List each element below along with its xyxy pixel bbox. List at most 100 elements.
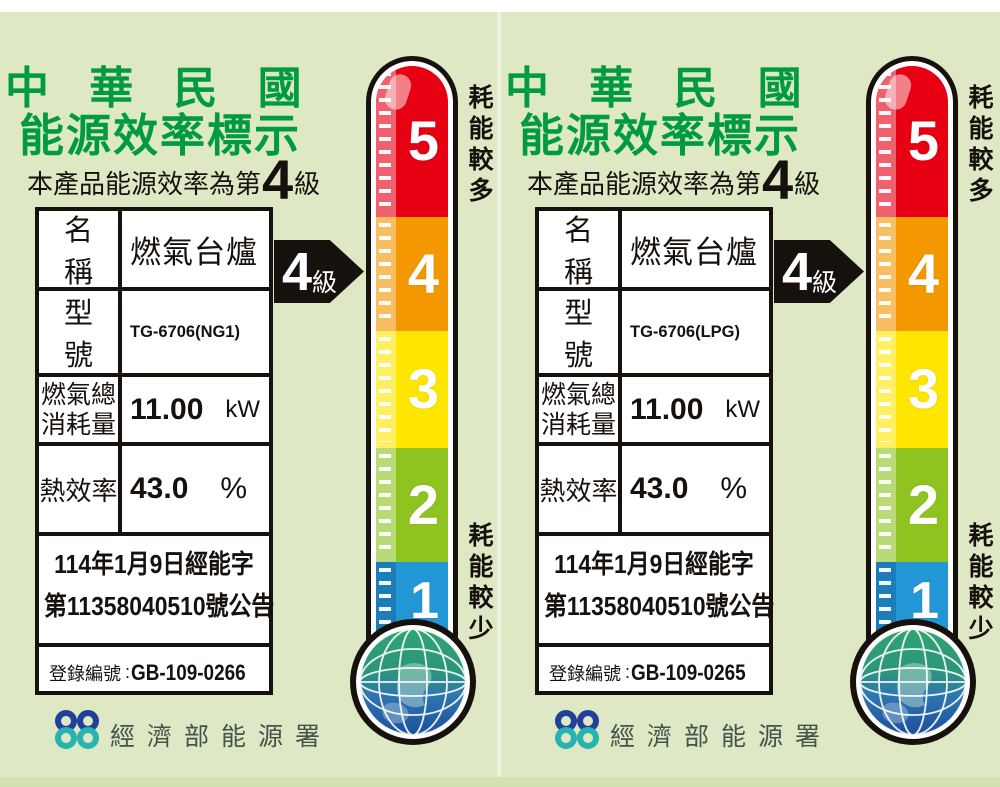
subtitle-level-number: 4 <box>262 148 294 212</box>
thermometer-section-3: 3 <box>376 330 448 448</box>
level-arrow: 4 級 <box>774 240 864 303</box>
subtitle-suffix: 級 <box>294 169 321 199</box>
registration-colon: : <box>125 662 131 682</box>
efficiency-label: 熱效率 <box>39 446 122 532</box>
consumption-label: 燃氣總 消耗量 <box>39 377 122 442</box>
announcement-line2: 第11358040510號公告 <box>44 591 275 621</box>
level-number-5: 5 <box>407 109 439 173</box>
agency-logo-icon <box>555 710 599 749</box>
table-row-model: 型 號 TG-6706(NG1) <box>39 287 269 373</box>
table-row-consumption: 燃氣總 消耗量 11.00 kW <box>39 373 269 442</box>
announcement-line2: 第11358040510號公告 <box>544 591 775 621</box>
name-value: 燃氣台爐 <box>630 234 758 270</box>
bottom-strip <box>0 777 1000 787</box>
subtitle-suffix: 級 <box>794 169 821 199</box>
thermometer-section-4: 4 <box>376 216 448 331</box>
arrow-level-suffix: 級 <box>312 268 338 297</box>
subtitle-level-number: 4 <box>762 148 794 212</box>
level-number-4: 4 <box>907 241 939 305</box>
level-number-2: 2 <box>907 472 939 536</box>
registration-label: 登錄編號 <box>49 663 121 684</box>
announcement-box: 114年1月9日經能字 第11358040510號公告 <box>539 532 775 640</box>
panel-divider <box>497 12 501 779</box>
label-title-line2: 能源效率標示 <box>518 110 801 161</box>
double-divider <box>539 643 769 647</box>
agency-logo-icon <box>55 710 99 749</box>
agency-name: 經濟部能源署 <box>110 723 333 751</box>
registration-row: 登錄編號 : GB-109-0266 <box>39 647 269 698</box>
thermometer-tube: 5 4 3 2 1 <box>366 56 458 645</box>
less-energy-label: 耗能較少 <box>465 522 493 646</box>
consumption-label: 燃氣總 消耗量 <box>539 377 622 442</box>
label-title-line2: 能源效率標示 <box>18 110 301 161</box>
level-number-3: 3 <box>907 357 939 421</box>
level-number-1: 1 <box>910 571 939 630</box>
spec-table: 名 稱 燃氣台爐 型 號 TG-6706(LPG) 燃氣總 消耗量 11.00 … <box>535 207 775 698</box>
energy-label-ng1: 中 華 民 國 能源效率標示 本產品能源效率為第 4 級 名 稱 燃氣台爐 型 … <box>5 56 493 751</box>
arrow-level-suffix: 級 <box>812 268 838 297</box>
model-label: 型 號 <box>539 291 622 373</box>
thermometer-tube: 5 4 3 2 1 <box>866 56 958 645</box>
table-row-consumption: 燃氣總 消耗量 11.00 kW <box>539 373 769 442</box>
cap-highlight <box>881 71 915 113</box>
spec-table: 名 稱 燃氣台爐 型 號 TG-6706(NG1) 燃氣總 消耗量 11.00 … <box>35 207 275 698</box>
thermometer-section-5: 5 <box>876 66 948 217</box>
efficiency-unit: % <box>720 472 747 505</box>
consumption-unit: kW <box>725 395 761 423</box>
table-row-efficiency: 熱效率 43.0 % <box>539 442 769 532</box>
less-energy-label: 耗能較少 <box>965 522 993 646</box>
registration-label: 登錄編號 <box>549 663 621 684</box>
thermometer-scale: 5 4 3 2 1 <box>376 66 448 640</box>
thermometer-section-2: 2 <box>376 447 448 562</box>
efficiency-subtitle: 本產品能源效率為第 4 級 <box>527 148 821 212</box>
table-row-model: 型 號 TG-6706(LPG) <box>539 287 769 373</box>
efficiency-value: 43.0 <box>630 472 689 505</box>
name-value: 燃氣台爐 <box>130 234 258 270</box>
subtitle-prefix: 本產品能源效率為第 <box>27 169 262 199</box>
announcement-line1: 114年1月9日經能字 <box>554 549 754 579</box>
consumption-value: 11.00 <box>130 392 204 426</box>
top-strip <box>0 0 1000 12</box>
level-arrow: 4 級 <box>274 240 364 303</box>
level-number-3: 3 <box>407 357 439 421</box>
level-number-2: 2 <box>407 472 439 536</box>
thermometer-section-5: 5 <box>376 66 448 217</box>
double-divider <box>39 643 269 647</box>
level-number-5: 5 <box>907 109 939 173</box>
model-value: TG-6706(NG1) <box>130 322 240 341</box>
consumption-unit: kW <box>225 395 261 423</box>
cap-highlight <box>381 71 415 113</box>
thermometer-scale: 5 4 3 2 1 <box>876 66 948 640</box>
energy-label-lpg: 中 華 民 國 能源效率標示 本產品能源效率為第 4 級 名 稱 燃氣台爐 型 … <box>500 0 1000 787</box>
model-label: 型 號 <box>39 291 122 373</box>
registration-value: GB-109-0265 <box>631 659 746 685</box>
model-value: TG-6706(LPG) <box>630 322 740 341</box>
more-energy-label: 耗能較多 <box>965 84 993 208</box>
consumption-value: 11.00 <box>630 392 704 426</box>
arrow-level-number: 4 <box>782 241 813 302</box>
registration-value: GB-109-0266 <box>131 659 246 685</box>
table-row-name: 名 稱 燃氣台爐 <box>539 211 769 289</box>
efficiency-label: 熱效率 <box>539 446 622 532</box>
registration-colon: : <box>625 662 631 682</box>
registration-row: 登錄編號 : GB-109-0265 <box>539 647 769 698</box>
announcement-box: 114年1月9日經能字 第11358040510號公告 <box>39 532 275 640</box>
efficiency-subtitle: 本產品能源效率為第 4 級 <box>27 148 321 212</box>
more-energy-label: 耗能較多 <box>465 84 493 208</box>
table-row-name: 名 稱 燃氣台爐 <box>39 211 269 289</box>
level-number-4: 4 <box>407 241 439 305</box>
name-label: 名 稱 <box>539 211 622 289</box>
thermometer-section-2: 2 <box>876 447 948 562</box>
level-number-1: 1 <box>410 571 439 630</box>
globe-icon <box>350 619 476 745</box>
efficiency-value: 43.0 <box>130 472 189 505</box>
table-row-efficiency: 熱效率 43.0 % <box>39 442 269 532</box>
agency-name: 經濟部能源署 <box>610 723 833 751</box>
thermometer-section-3: 3 <box>876 330 948 448</box>
arrow-level-number: 4 <box>282 241 313 302</box>
efficiency-unit: % <box>220 472 247 505</box>
thermometer-section-4: 4 <box>876 216 948 331</box>
label-title-line1: 中 華 民 國 <box>505 64 816 113</box>
globe-icon <box>850 619 976 745</box>
